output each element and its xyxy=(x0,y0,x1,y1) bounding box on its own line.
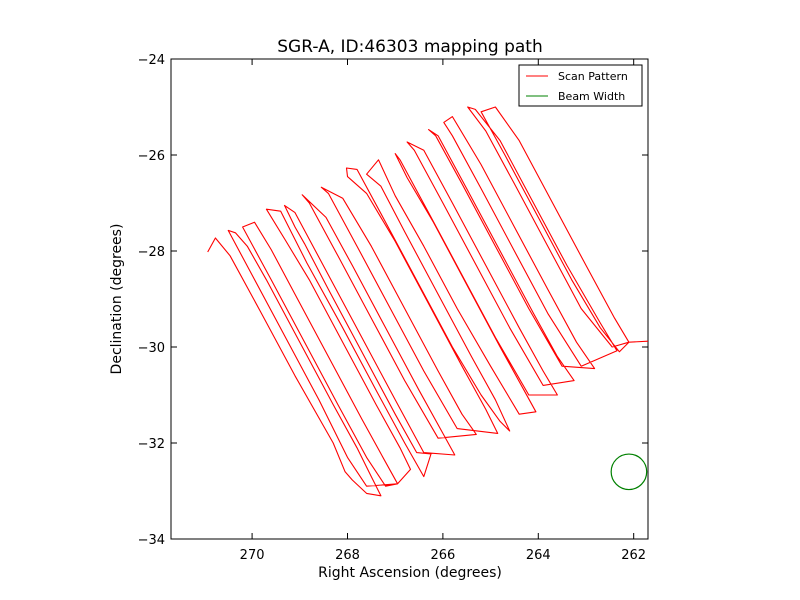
chart-title: SGR-A, ID:46303 mapping path xyxy=(277,37,543,57)
y-tick-label: −30 xyxy=(138,341,165,356)
y-tick-label: −28 xyxy=(138,245,165,260)
beam-width-circle xyxy=(610,453,648,491)
x-tick-label: 270 xyxy=(240,548,265,563)
legend-label-scan-pattern: Scan Pattern xyxy=(558,70,628,83)
y-tick-label: −32 xyxy=(138,437,165,452)
y-tick-label: −34 xyxy=(138,533,165,548)
ticks-layer: 270 268 266 264 262 −24 −26 −28 −30 −32 −34 xyxy=(138,53,648,563)
legend-label-beam-width: Beam Width xyxy=(558,90,625,103)
x-tick-label: 262 xyxy=(621,548,646,563)
x-axis-label: Right Ascension (degrees) xyxy=(318,565,502,581)
x-tick-label: 268 xyxy=(335,548,360,563)
y-tick-label: −26 xyxy=(138,149,165,164)
legend: Scan Pattern Beam Width xyxy=(518,64,643,107)
y-axis-label: Declination (degrees) xyxy=(109,224,125,375)
x-tick-label: 264 xyxy=(526,548,551,563)
scan-pattern-line xyxy=(207,106,649,497)
x-tick-label: 266 xyxy=(430,548,455,563)
legend-box xyxy=(518,64,643,107)
y-tick-label: −24 xyxy=(138,53,165,68)
plot-area: 270 268 266 264 262 −24 −26 −28 −30 −32 −34 xyxy=(138,53,649,563)
plot-frame xyxy=(170,58,649,540)
series-layer xyxy=(207,106,649,497)
